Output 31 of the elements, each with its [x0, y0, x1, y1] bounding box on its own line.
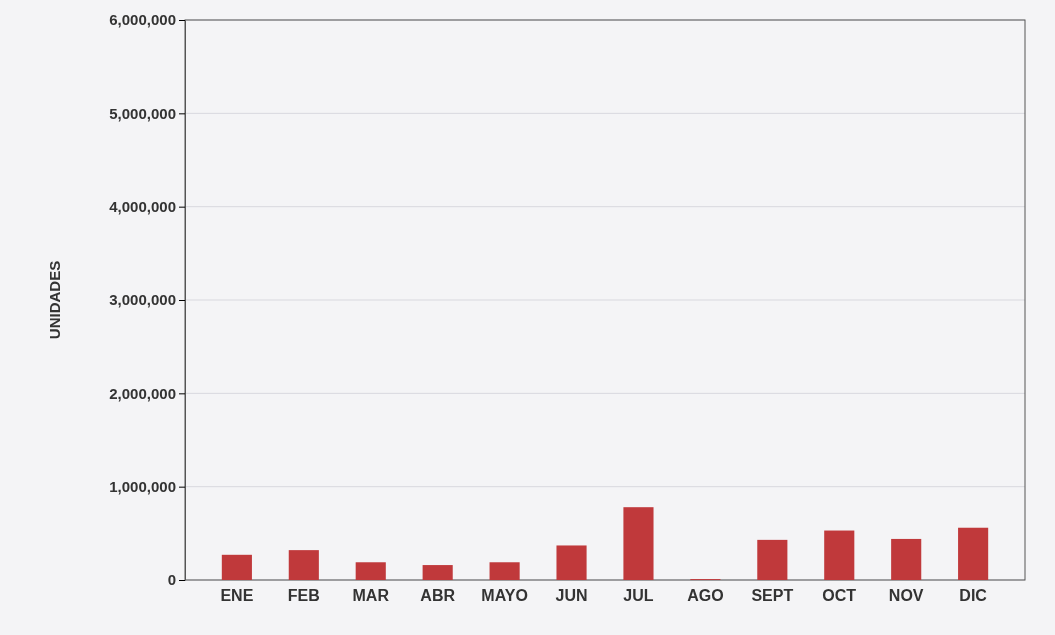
x-tick-label: AGO — [687, 587, 724, 605]
y-tick-label: 4,000,000 — [109, 197, 176, 215]
bar — [422, 565, 453, 580]
x-tick-label: MAYO — [481, 587, 528, 605]
x-tick-label: FEB — [287, 587, 320, 605]
x-tick-label: MAR — [352, 587, 390, 605]
x-tick-label: ENE — [220, 587, 254, 605]
bar — [891, 538, 922, 580]
bar — [824, 530, 855, 580]
bar — [221, 554, 252, 580]
x-tick-label: OCT — [822, 587, 857, 605]
x-tick-label: JUL — [623, 587, 654, 605]
bar — [623, 507, 654, 580]
x-tick-label: NOV — [888, 587, 924, 605]
bar — [757, 539, 788, 580]
bar — [489, 562, 520, 580]
y-tick-label: 1,000,000 — [109, 477, 176, 495]
bar — [958, 527, 989, 580]
x-tick-label: ABR — [420, 587, 456, 605]
y-tick-label: 2,000,000 — [109, 384, 176, 402]
bar — [288, 550, 319, 580]
x-tick-label: SEPT — [751, 587, 794, 605]
x-tick-label: DIC — [959, 587, 988, 605]
bar — [355, 562, 386, 580]
y-tick-label: 6,000,000 — [109, 11, 176, 29]
y-tick-label: 5,000,000 — [109, 104, 176, 122]
y-axis-title: UNIDADES — [46, 260, 63, 340]
y-tick-label: 0 — [167, 571, 176, 589]
x-tick-label: JUN — [555, 587, 588, 605]
bar — [556, 545, 587, 580]
y-tick-label: 3,000,000 — [109, 291, 176, 309]
